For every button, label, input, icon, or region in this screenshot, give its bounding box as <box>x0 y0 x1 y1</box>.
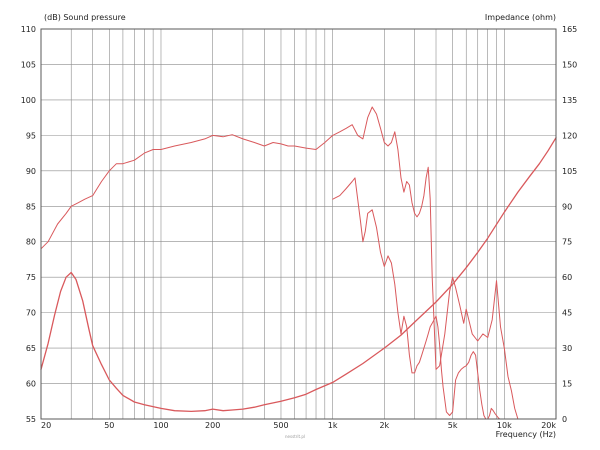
x-tick-label: 10k <box>497 421 512 430</box>
spl-curve-1 <box>40 106 519 420</box>
grid-lines <box>40 28 557 420</box>
y-right-tick-label: 120 <box>562 131 577 140</box>
tick-labels: 55 60 65 70 75 80 85 90 95 100 105 110 0 15 30 45 60 75 90… <box>21 25 578 430</box>
impedance-curve <box>40 137 557 413</box>
x-tick-label: 5k <box>448 421 458 430</box>
x-axis-title: Frequency (Hz) <box>496 430 556 439</box>
curves-layer <box>40 106 557 420</box>
y-right-tick-label: 90 <box>562 202 572 211</box>
y-right-tick-label: 45 <box>562 309 572 318</box>
y-left-tick-label: 75 <box>26 273 36 282</box>
left-axis-title: (dB) Sound pressure <box>44 13 126 22</box>
y-right-tick-label: 150 <box>562 60 577 69</box>
y-left-tick-label: 100 <box>21 96 36 105</box>
x-tick-label: 200 <box>205 421 220 430</box>
plot-frame <box>40 28 557 420</box>
y-right-tick-label: 60 <box>562 273 572 282</box>
y-left-tick-label: 105 <box>21 60 36 69</box>
x-tick-label: 20k <box>541 421 556 430</box>
x-tick-label: 20 <box>41 421 51 430</box>
y-left-tick-label: 65 <box>26 344 36 353</box>
y-left-tick-label: 70 <box>26 309 36 318</box>
y-right-tick-label: 30 <box>562 344 572 353</box>
y-right-tick-label: 0 <box>562 415 567 424</box>
y-left-tick-label: 85 <box>26 202 36 211</box>
watermark: nesstrit.pl <box>285 434 305 439</box>
x-tick-label: 50 <box>104 421 114 430</box>
y-right-tick-label: 75 <box>562 238 572 247</box>
y-right-tick-label: 15 <box>562 380 572 389</box>
y-left-tick-label: 90 <box>26 167 36 176</box>
x-tick-label: 1k <box>328 421 338 430</box>
right-axis-title: Impedance (ohm) <box>485 13 556 22</box>
y-right-tick-label: 165 <box>562 25 577 34</box>
spl-curve-2 <box>332 177 501 420</box>
y-left-tick-label: 95 <box>26 131 36 140</box>
y-left-tick-label: 110 <box>21 25 36 34</box>
y-left-tick-label: 60 <box>26 380 36 389</box>
y-right-tick-label: 105 <box>562 167 577 176</box>
x-tick-label: 500 <box>273 421 288 430</box>
y-left-tick-label: 55 <box>26 415 36 424</box>
y-left-tick-label: 80 <box>26 238 36 247</box>
x-tick-label: 2k <box>379 421 389 430</box>
y-right-tick-label: 135 <box>562 96 577 105</box>
x-tick-label: 100 <box>153 421 168 430</box>
